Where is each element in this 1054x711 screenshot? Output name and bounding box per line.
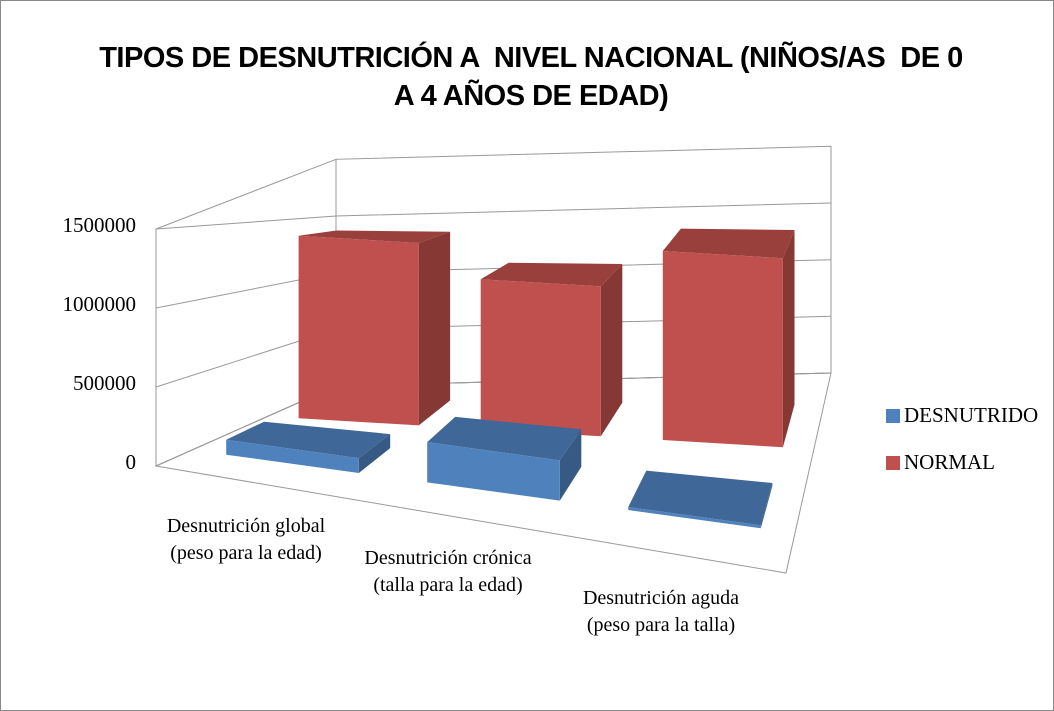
bar [662, 228, 795, 448]
bar-front [226, 439, 359, 473]
chart-title: TIPOS DE DESNUTRICIÓN A NIVEL NACIONAL (… [99, 42, 970, 112]
bar-front [427, 442, 560, 501]
bar-top [662, 228, 795, 259]
bar-front [628, 507, 761, 529]
x-tick-label: Desnutrición aguda (peso para la talla) [582, 587, 740, 636]
bar [298, 230, 451, 426]
y-tick-label: 1500000 [63, 213, 137, 237]
bar-side [358, 434, 391, 473]
bar-front [298, 235, 419, 426]
bar-side [559, 429, 582, 501]
bar-side [782, 230, 795, 448]
legend-label: DESNUTRIDO [904, 403, 1038, 427]
bar-top [628, 470, 773, 526]
bar-side [600, 264, 623, 437]
bar-front [662, 251, 783, 448]
legend-swatch [886, 456, 900, 470]
bar [480, 262, 623, 437]
x-tick-label: Desnutrición crónica (talla para la edad… [364, 547, 532, 596]
bar-top [427, 416, 582, 461]
bar-top [480, 262, 623, 287]
grid-line [155, 202, 832, 230]
bar-top [226, 421, 391, 459]
bar-side [760, 483, 773, 529]
bar-top [298, 230, 451, 243]
bar [628, 470, 773, 529]
legend-swatch [886, 409, 900, 423]
y-tick-label: 1000000 [63, 292, 137, 316]
bar [427, 416, 582, 501]
x-tick-label: Desnutrición global (peso para la edad) [166, 515, 326, 564]
bar [226, 421, 391, 473]
bar-front [480, 279, 601, 437]
y-tick-label: 0 [126, 450, 137, 474]
legend-label: NORMAL [904, 450, 995, 474]
bar-side [418, 231, 451, 426]
y-tick-label: 500000 [73, 371, 136, 395]
